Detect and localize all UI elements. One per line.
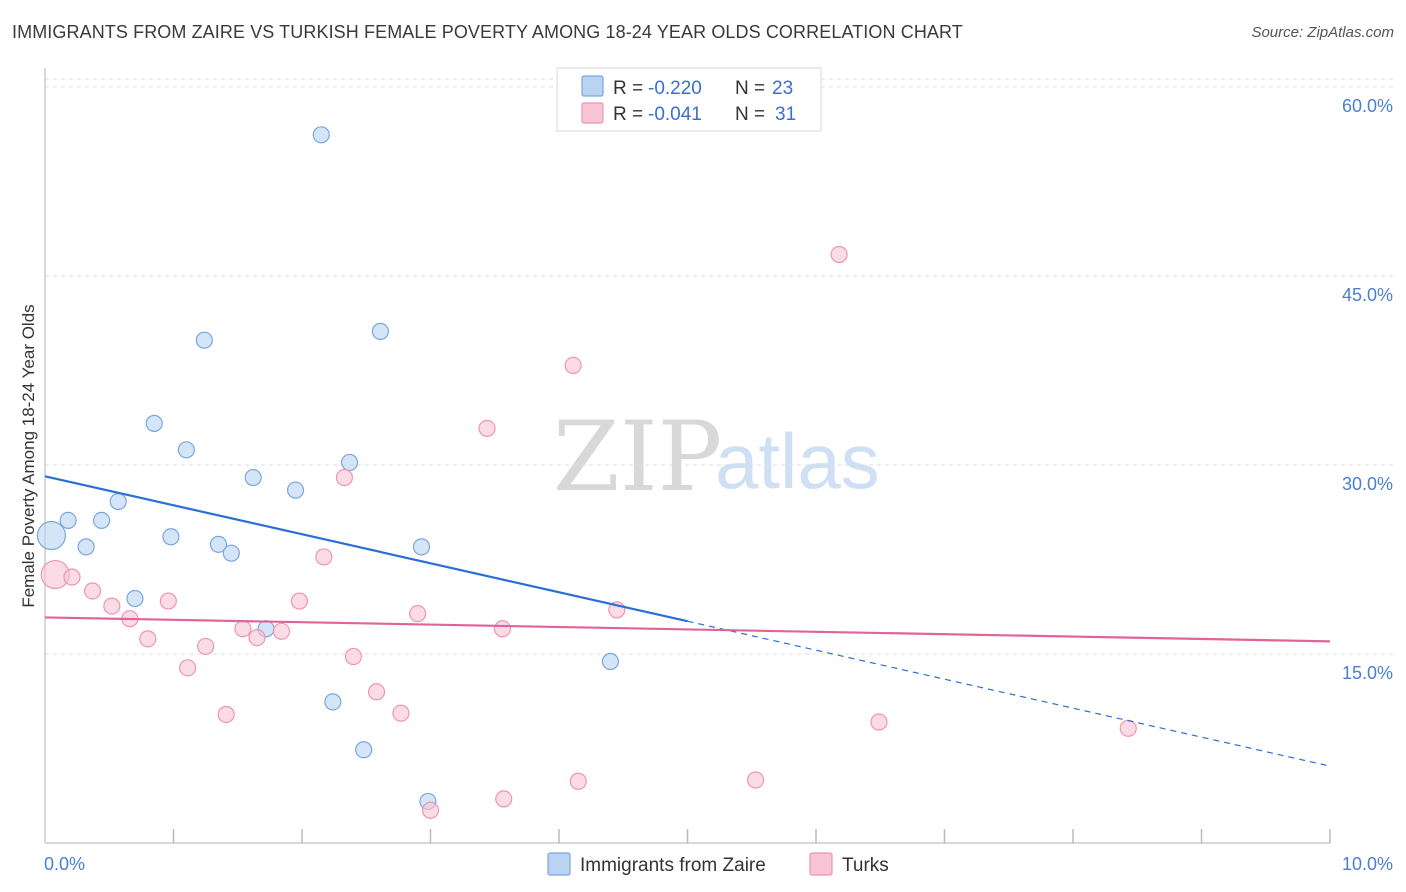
data-point [367, 683, 386, 701]
data-point [234, 620, 252, 638]
data-point [222, 544, 240, 562]
data-point [409, 605, 427, 623]
y-tick-label: 30.0% [1342, 474, 1393, 494]
data-point [1119, 719, 1137, 737]
data-point [179, 659, 197, 677]
data-point [412, 538, 431, 556]
data-point [371, 322, 389, 340]
bottom-legend-label-turks: Turks [842, 855, 889, 876]
source-label: Source: ZipAtlas.com [1251, 24, 1394, 41]
data-point [870, 713, 888, 731]
data-point [601, 652, 620, 671]
data-point [495, 790, 513, 808]
data-point [324, 693, 342, 711]
legend-r-label-zaire: R = [613, 78, 643, 99]
bottom-legend-swatch-zaire [547, 852, 571, 876]
y-tick-label: 45.0% [1342, 285, 1393, 305]
data-point [747, 771, 765, 789]
data-point [126, 589, 144, 608]
data-point [244, 468, 262, 487]
data-point [36, 520, 67, 551]
data-point [162, 528, 180, 546]
data-point [83, 582, 102, 600]
y-tick-labels: 15.0% 30.0% 45.0% 60.0% [1342, 96, 1393, 683]
legend-n-label-turks: N = [735, 104, 765, 125]
data-point [248, 628, 266, 647]
series-zaire-points [36, 126, 620, 811]
legend-r-value-zaire: -0.220 [648, 78, 702, 99]
data-point [421, 801, 440, 819]
bottom-legend-swatch-turks [809, 852, 833, 876]
data-point [217, 705, 235, 724]
data-point [139, 630, 157, 648]
data-point [272, 622, 291, 640]
x-ticks [172, 829, 1331, 843]
data-point [478, 419, 496, 438]
legend-n-value-turks: 31 [775, 104, 796, 125]
data-point [103, 597, 121, 615]
y-tick-label: 60.0% [1342, 96, 1393, 116]
x-tick-label-min: 0.0% [44, 854, 85, 874]
data-point [315, 548, 333, 566]
stats-legend: R = -0.220 N = 23 R = -0.041 N = 31 [556, 67, 822, 132]
legend-n-label-zaire: N = [735, 78, 765, 99]
gridlines [45, 78, 1393, 655]
legend-swatch-zaire [581, 75, 604, 97]
data-point [493, 620, 512, 638]
x-tick-label-max: 10.0% [1342, 854, 1393, 874]
data-point [59, 511, 77, 529]
data-point [569, 772, 587, 790]
data-point [77, 538, 95, 556]
data-point [564, 356, 582, 374]
data-point [195, 331, 213, 349]
data-point [312, 126, 330, 144]
watermark-zip: ZIP [553, 401, 722, 513]
data-point [290, 592, 309, 610]
watermark: ZIP atlas [553, 401, 880, 513]
data-point [177, 441, 195, 459]
data-point [340, 453, 359, 472]
bottom-legend-label-zaire: Immigrants from Zaire [580, 855, 766, 876]
data-point [830, 245, 848, 264]
watermark-atlas: atlas [715, 417, 880, 505]
data-point [63, 568, 81, 586]
data-point [92, 511, 111, 529]
data-point [109, 492, 127, 511]
data-point [209, 535, 228, 553]
data-point [392, 704, 410, 722]
y-tick-label: 15.0% [1342, 663, 1393, 683]
chart-title: IMMIGRANTS FROM ZAIRE VS TURKISH FEMALE … [12, 22, 963, 42]
series-legend: Immigrants from Zaire Turks [547, 852, 889, 876]
trend-lines [44, 475, 1331, 767]
legend-r-label-turks: R = [613, 104, 643, 125]
trend-line-zaire [44, 475, 688, 623]
legend-swatch-turks [581, 102, 604, 124]
y-axis-label: Female Poverty Among 18-24 Year Olds [19, 304, 38, 607]
data-point [355, 741, 373, 759]
trend-line-turks [44, 616, 1331, 643]
data-point [159, 592, 177, 610]
data-point [145, 414, 163, 432]
data-point [335, 468, 354, 487]
trend-line-zaire-extension [687, 620, 1331, 767]
legend-n-value-zaire: 23 [772, 78, 793, 99]
series-turks-points [40, 245, 1137, 819]
data-point [286, 481, 305, 499]
data-point [344, 647, 362, 666]
data-point [197, 637, 215, 656]
legend-r-value-turks: -0.041 [648, 104, 702, 125]
